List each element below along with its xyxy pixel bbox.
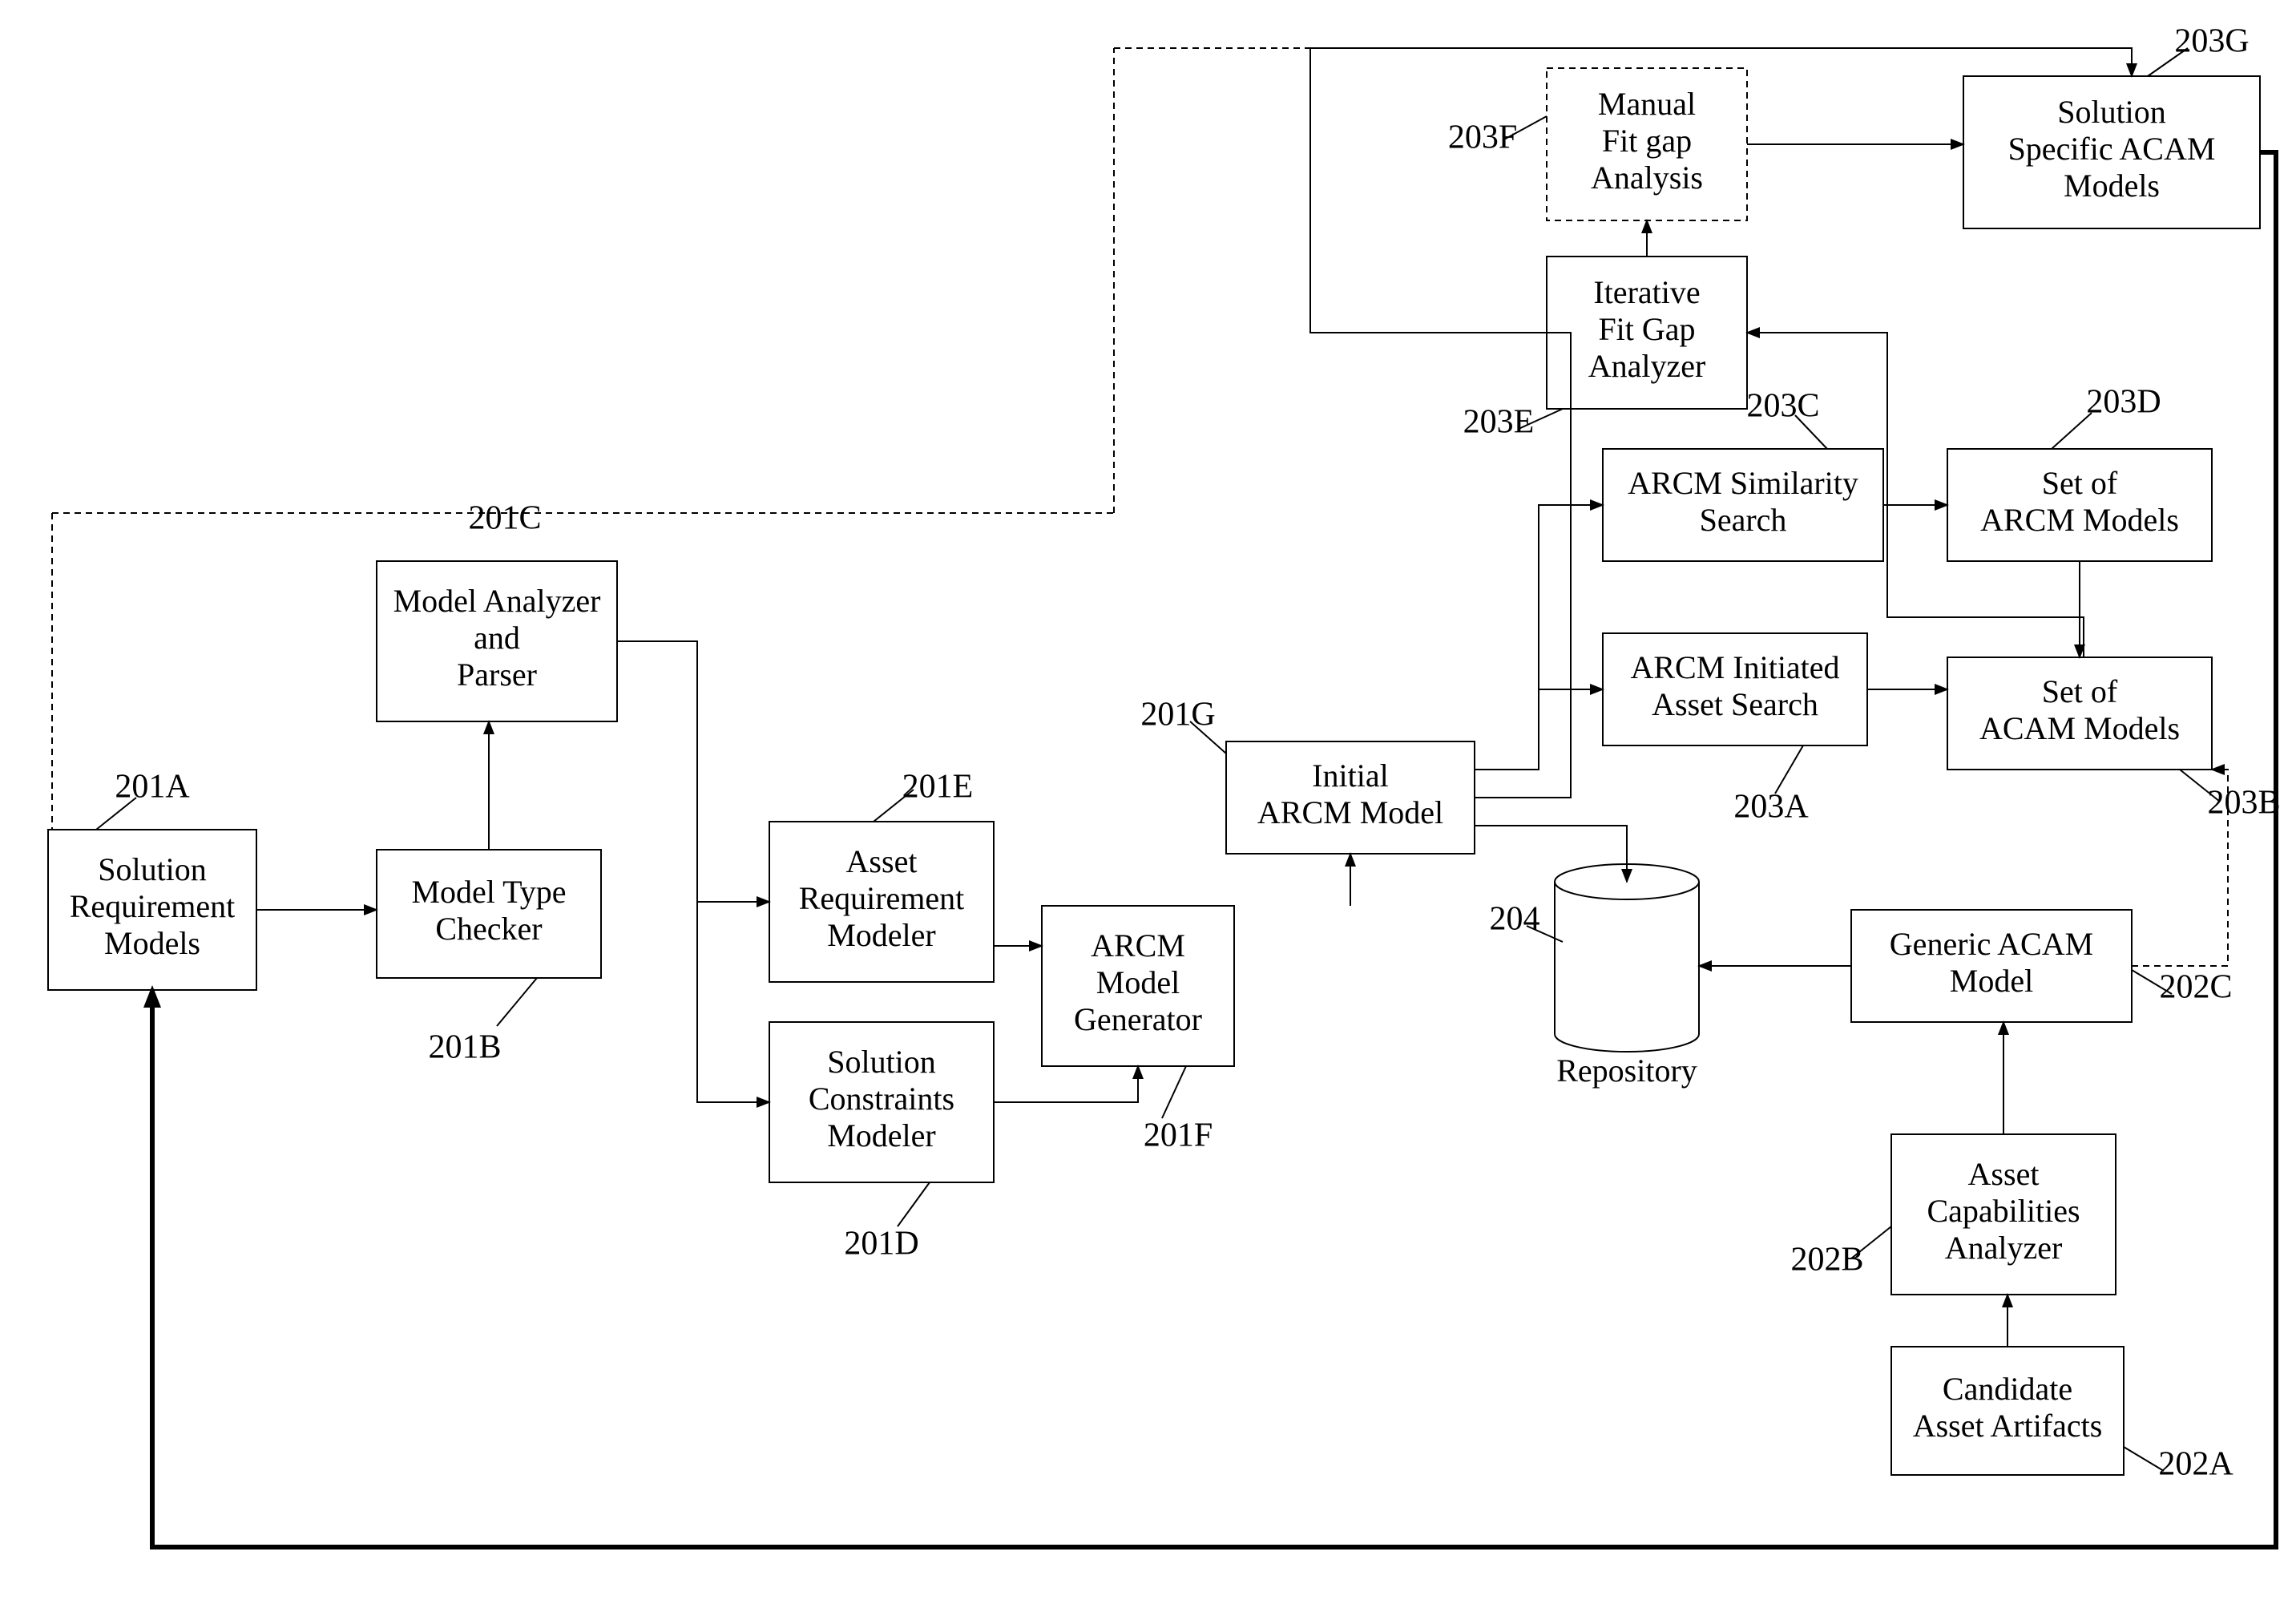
- n202A-ref: 202A: [2158, 1446, 2233, 1483]
- n201D-label: Constraints: [809, 1081, 954, 1117]
- n201B-ref: 201B: [428, 1029, 501, 1066]
- n203G-label: Specific ACAM: [2008, 131, 2216, 167]
- n201A-label: Models: [104, 925, 200, 961]
- n201C-label: and: [474, 620, 520, 656]
- repository-ref: 204: [1490, 901, 1540, 938]
- n201A-label: Requirement: [70, 888, 236, 924]
- repository: [1555, 882, 1699, 1052]
- n202B-label: Asset: [1968, 1156, 2040, 1192]
- n203E-label: Analyzer: [1588, 348, 1706, 384]
- n201A-label: Solution: [98, 851, 207, 887]
- n202A-label: Candidate: [1943, 1371, 2072, 1407]
- n201E-label: Requirement: [799, 880, 965, 916]
- n203C-label: Search: [1700, 502, 1787, 538]
- n202B-ref: 202B: [1790, 1242, 1863, 1279]
- n201C-ref: 201C: [468, 500, 541, 537]
- repository-label: Repository: [1556, 1052, 1697, 1089]
- n203A-label: Asset Search: [1652, 686, 1818, 722]
- n201F-label: ARCM: [1091, 927, 1185, 964]
- n203C-label: ARCM Similarity: [1628, 465, 1858, 501]
- n201F-label: Generator: [1074, 1001, 1202, 1037]
- n203E-label: Iterative: [1593, 274, 1700, 310]
- n203B-label: ACAM Models: [1979, 710, 2180, 746]
- n203D-ref: 203D: [2086, 384, 2161, 421]
- n201F-ref: 201F: [1144, 1117, 1213, 1154]
- n201C-label: Parser: [457, 657, 537, 693]
- n203B-label: Set of: [2042, 673, 2118, 709]
- n202C-ref: 202C: [2159, 969, 2232, 1006]
- n201F-label: Model: [1096, 964, 1180, 1000]
- n202B-label: Capabilities: [1927, 1193, 2080, 1229]
- n203G-label: Models: [2064, 168, 2160, 204]
- n202A-label: Asset Artifacts: [1913, 1408, 2103, 1444]
- n201G-label: Initial: [1312, 758, 1389, 794]
- n201E-ref: 201E: [902, 769, 974, 806]
- n201D-label: Solution: [827, 1044, 936, 1080]
- n201G-ref: 201G: [1140, 697, 1215, 733]
- n201D-label: Modeler: [827, 1117, 936, 1154]
- n203A-ref: 203A: [1733, 789, 1809, 826]
- n203F-label: Fit gap: [1602, 123, 1692, 159]
- n201D-ref: 201D: [844, 1226, 918, 1263]
- n203D-label: Set of: [2042, 465, 2118, 501]
- n202C-label: Generic ACAM: [1890, 926, 2093, 962]
- n201C-label: Model Analyzer: [393, 583, 601, 619]
- n203E-ref: 203E: [1463, 404, 1535, 441]
- n201B-label: Checker: [435, 911, 542, 947]
- n203G-ref: 203G: [2174, 23, 2249, 60]
- n201G-label: ARCM Model: [1257, 794, 1443, 830]
- n201A-ref: 201A: [115, 769, 190, 806]
- n203F-label: Analysis: [1591, 160, 1703, 196]
- n203G-label: Solution: [2057, 94, 2166, 130]
- n203B-ref: 203B: [2207, 785, 2280, 822]
- n201E-label: Asset: [846, 843, 918, 879]
- n201E-label: Modeler: [827, 917, 936, 953]
- n203A-label: ARCM Initiated: [1630, 649, 1839, 685]
- n202B-label: Analyzer: [1945, 1230, 2063, 1266]
- n203D-label: ARCM Models: [1980, 502, 2179, 538]
- n203C-ref: 203C: [1746, 388, 1819, 425]
- n202C-label: Model: [1950, 963, 2033, 999]
- n203F-label: Manual: [1598, 86, 1696, 122]
- n203E-label: Fit Gap: [1598, 311, 1695, 347]
- n201B-label: Model Type: [411, 874, 566, 910]
